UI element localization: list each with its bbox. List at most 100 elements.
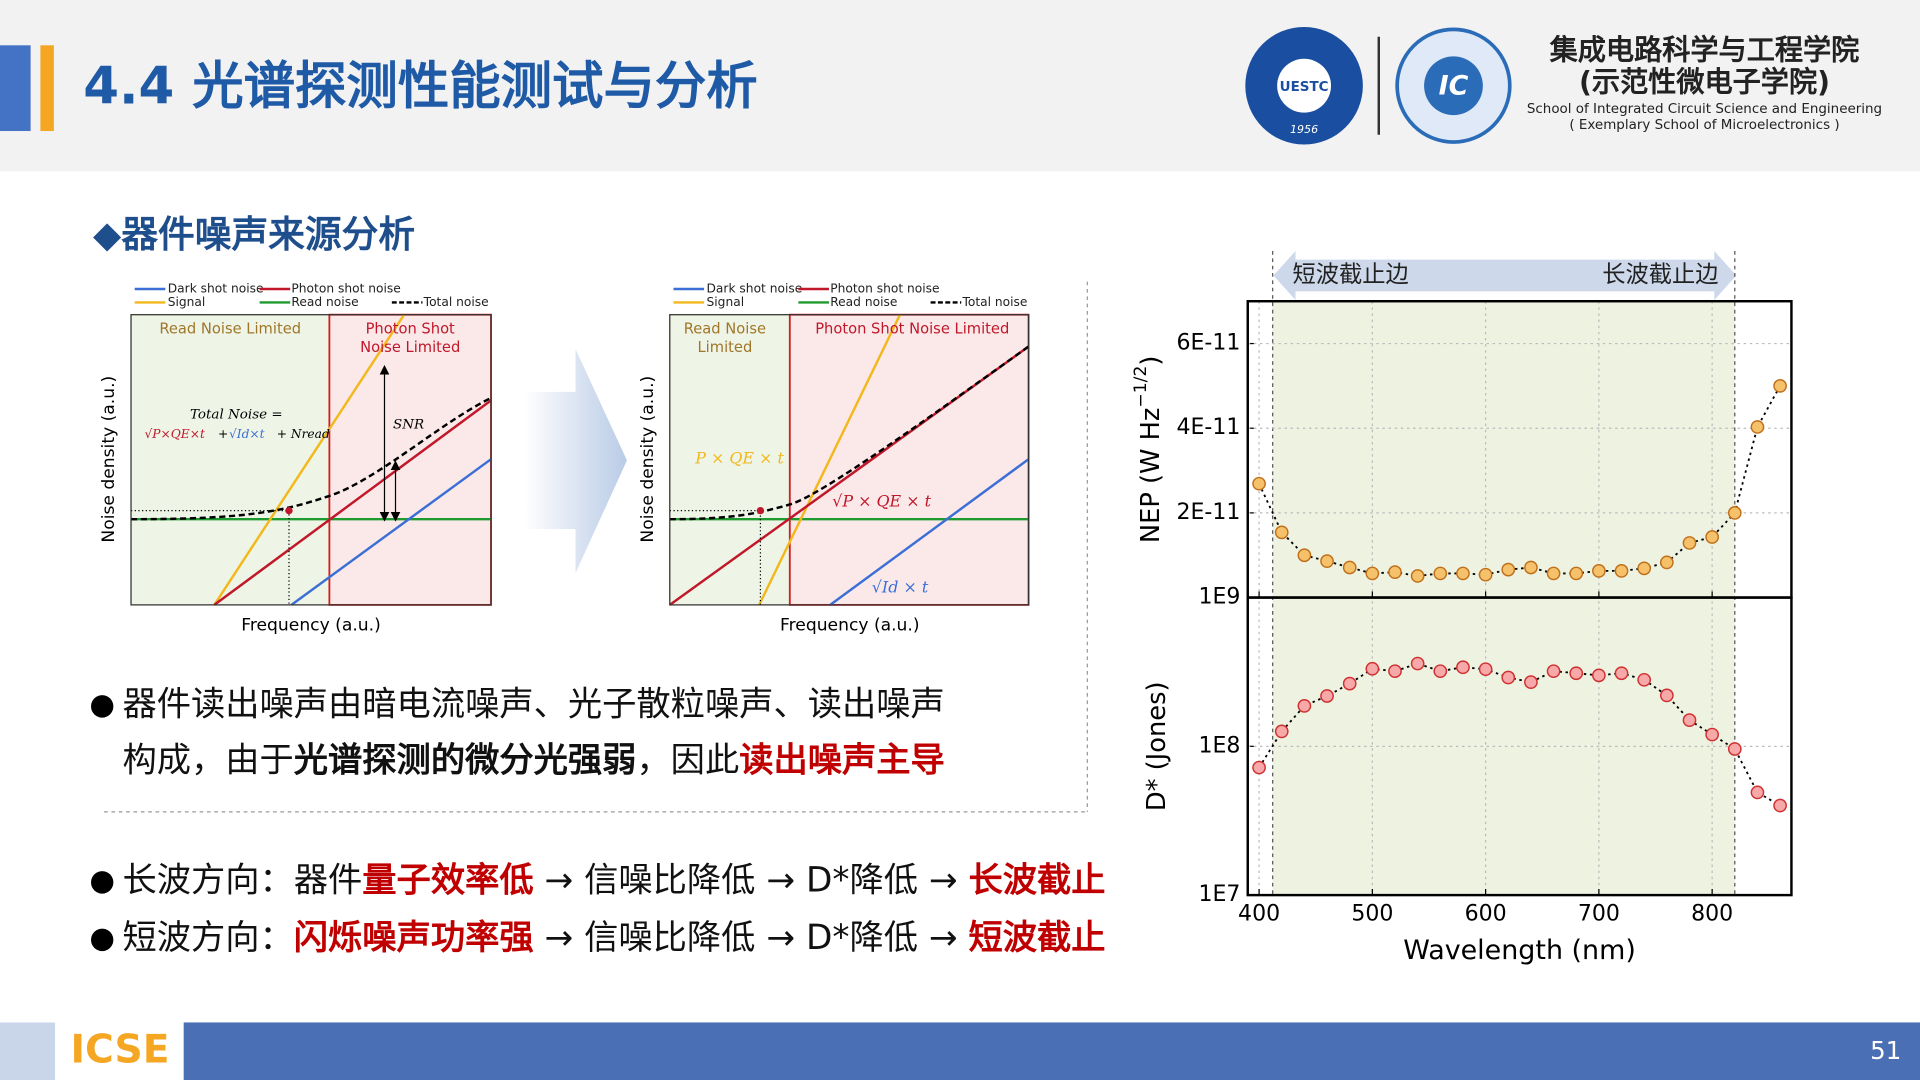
data-point — [1456, 566, 1470, 581]
plot-frame — [130, 314, 492, 606]
region-label: Photon Shot — [366, 320, 455, 337]
formula: √P × QE × t — [832, 492, 931, 511]
region-bg — [130, 314, 330, 606]
y-axis-label-part: −1/2 — [1131, 366, 1151, 408]
bullet-marker: ● — [89, 687, 115, 721]
data-point — [1274, 724, 1289, 739]
page-number: 51 — [1870, 1036, 1901, 1065]
legend-label: Signal — [707, 295, 745, 309]
crossover-dot — [756, 506, 765, 515]
data-point — [1592, 668, 1606, 683]
data-point — [1727, 506, 1742, 520]
diagram: Dark shot noise Photon shot noise Signal… — [638, 281, 1030, 636]
text-run: 构成，由于 — [122, 740, 293, 780]
section-heading: ◆器件噪声来源分析 — [93, 213, 415, 256]
text-run: 短波方向： — [122, 918, 293, 958]
data-point — [1705, 530, 1719, 544]
data-point — [1478, 662, 1493, 677]
plot-frame — [669, 314, 1030, 606]
chart: 短波截止边 长波截止边 400 500 600 700 800 Wavelength (nm)… — [1131, 251, 1793, 966]
photon-line — [213, 399, 492, 606]
data-point — [1659, 688, 1674, 703]
school-name: 集成电路科学与工程学院 — [1549, 33, 1860, 66]
x-tick-label: 700 — [1578, 902, 1620, 927]
y-axis-label: D* (Jones) — [1142, 681, 1172, 811]
data-point — [1592, 564, 1606, 578]
region-bg — [669, 314, 791, 606]
cutoff-label: 短波截止边 — [1292, 261, 1408, 288]
crossover-dot — [285, 506, 293, 515]
data-point — [1297, 699, 1312, 713]
data-point — [1456, 660, 1470, 675]
data-point — [1410, 569, 1425, 583]
legend-label: Dark shot noise — [707, 281, 803, 295]
logo-text: IC — [1439, 70, 1469, 101]
data-point — [1342, 560, 1357, 575]
text-run: 长波截止 — [969, 860, 1106, 900]
data-point — [1773, 379, 1787, 393]
data-point — [1682, 713, 1697, 727]
data-point — [1501, 670, 1516, 685]
data-point — [1524, 675, 1538, 690]
formula: + Nread — [277, 427, 330, 441]
region-label: Photon Shot Noise Limited — [815, 320, 1009, 337]
legend-label: Photon shot noise — [291, 281, 400, 295]
x-tick-label: 500 — [1351, 902, 1393, 927]
bullet-list: ● 器件读出噪声由暗电流噪声、光子散粒噪声、读出噪声构成，由于光谱探测的微分光强弱… — [89, 684, 1105, 958]
header-bar-accent — [40, 45, 54, 132]
cutoff-arrow — [1273, 251, 1737, 300]
data-point — [1524, 560, 1538, 575]
school-subname-en: ( Exemplary School of Microelectronics ) — [1569, 118, 1839, 133]
header-bg — [0, 0, 1920, 172]
total-noise-line — [669, 345, 1030, 521]
text-run: 闪烁噪声功率强 — [294, 918, 534, 958]
x-tick-label: 400 — [1238, 902, 1280, 927]
text-run: 长波方向：器件 — [122, 860, 362, 900]
total-noise-line — [131, 396, 492, 521]
slide-title: 4.4 光谱探测性能测试与分析 — [83, 56, 757, 116]
region-label: Noise Limited — [360, 339, 460, 356]
data-point — [1637, 561, 1652, 576]
legend-label: Photon shot noise — [830, 281, 939, 295]
data-point — [1750, 785, 1765, 800]
diagram: Dark shot noise Photon shot noise Signal… — [99, 281, 492, 636]
text-run: 读出噪声主导 — [739, 740, 945, 780]
data-point — [1705, 727, 1719, 742]
logo-inner — [1424, 56, 1483, 116]
y-tick-label: 4E-11 — [1176, 415, 1240, 440]
legend-label: Dark shot noise — [168, 281, 264, 295]
y-axis-label: NEP (W Hz−1/2) — [1131, 356, 1165, 544]
data-point — [1750, 420, 1765, 434]
y-tick-label: 1E7 — [1198, 882, 1240, 907]
data-point — [1410, 656, 1425, 671]
text-run: 量子效率低 — [362, 860, 533, 900]
legend-label: Read noise — [830, 295, 897, 309]
data-point — [1365, 566, 1380, 581]
header-bar — [0, 45, 31, 132]
y-tick-label: 1E9 — [1198, 585, 1240, 610]
y-axis-label-part: NEP (W Hz — [1136, 408, 1166, 544]
footer-logo: ICSE — [70, 1027, 169, 1072]
data-point — [1252, 476, 1266, 491]
data-point — [1569, 666, 1584, 681]
legend-label: Total noise — [961, 295, 1027, 309]
data-point — [1637, 672, 1652, 687]
data-point — [1501, 562, 1516, 577]
data-point — [1682, 536, 1697, 550]
transition-arrow — [524, 348, 627, 574]
y-axis-label: Noise density (a.u.) — [99, 376, 119, 543]
formula: Total Noise = — [190, 408, 283, 423]
data-point — [1478, 567, 1493, 582]
text-run: → 信噪比降低 → D*降低 → — [534, 860, 969, 900]
region-label: Read Noise — [684, 320, 766, 337]
legend-label: Signal — [168, 295, 206, 309]
x-axis-label: Frequency (a.u.) — [241, 616, 381, 636]
text-run: ，因此 — [636, 740, 739, 780]
x-tick-label: 600 — [1465, 902, 1507, 927]
data-point — [1274, 525, 1289, 540]
formula: √P×QE×t — [144, 427, 204, 441]
bullet-text: 长波方向：器件量子效率低 → 信噪比降低 → D*降低 → 长波截止 — [122, 860, 1105, 900]
data-point — [1727, 742, 1742, 756]
cutoff-label: 长波截止边 — [1602, 261, 1718, 288]
